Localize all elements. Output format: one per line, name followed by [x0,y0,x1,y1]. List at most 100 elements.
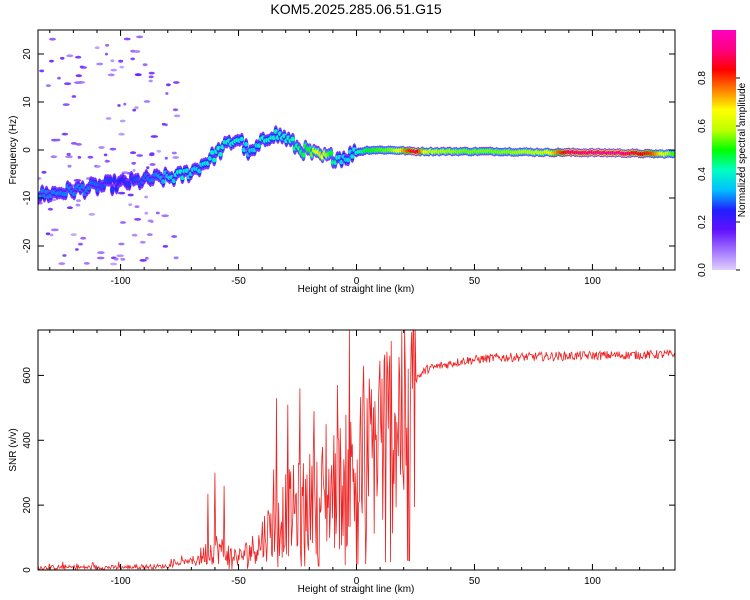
spectrogram-noise-cell [105,43,110,47]
spectrogram-noise-cell [75,55,82,59]
spectrogram-xlabel: Height of straight line (km) [298,284,415,295]
colorbar-tick-label: 0.0 [697,263,708,277]
spectrogram-noise-cell [58,262,66,265]
spectrogram-noise-cell [120,257,126,261]
spectrogram-noise-cell [136,154,144,157]
spectrogram-noise-cell [145,256,149,260]
spectrogram-noise-cell [117,191,126,195]
spectrogram-noise-cell [38,177,42,180]
colorbar: 0.0 0.2 0.4 0.6 0.8 Normalized spectral ampl… [697,30,748,277]
y-tick-label: 600 [22,367,33,384]
spectrogram-noise-cell [62,254,67,257]
spectrogram-noise-cell [173,114,181,118]
x-tick-label: 0 [354,576,360,587]
spectrogram-noise-cell [148,79,153,83]
y-tick-label: 20 [22,48,33,60]
spectrogram-noise-cell [172,108,179,112]
spectrogram-noise-cell [117,104,121,107]
y-tick-label: 200 [22,496,33,513]
spectrogram-noise-cell [146,166,150,170]
spectrogram-noise-cell [66,206,73,210]
spectrogram-ridge-cell [328,150,334,156]
spectrogram-ridge-cell [670,151,675,157]
spectrogram-noise-cell [96,256,105,260]
spectrogram-noise-cell [88,213,96,216]
spectrogram-noise-cell [173,81,180,84]
spectrogram-noise-cell [70,233,77,237]
chart-title: KOM5.2025.285.06.51.G15 [270,1,441,17]
spectrogram-noise-cell [164,156,168,160]
spectrogram-noise-cell [65,155,73,159]
spectrogram-noise-cell [119,65,124,69]
spectrogram-noise-cell [114,257,119,261]
x-tick-label: -100 [111,576,131,587]
snr-xlabel: Height of straight line (km) [298,584,415,595]
x-tick-label: 100 [584,576,601,587]
spectrogram-noise-cell [130,57,135,61]
spectrogram-noise-cell [63,82,72,86]
spectrogram-noise-cell [143,100,151,103]
spectrogram-noise-cell [142,63,148,67]
spectrogram-noise-cell [110,68,118,72]
spectrogram-noise-cell [144,211,149,215]
y-tick-label: -20 [22,238,33,253]
spectrogram-ridge-cell [301,152,306,158]
spectrogram-noise-cell [149,163,156,166]
spectrogram-noise-cell [66,54,74,58]
spectrogram-noise-cell [139,259,147,262]
spectrogram-noise-cell [173,256,179,260]
spectrogram-ridge-cell [290,136,295,142]
colorbar-tick-label: 0.4 [697,167,708,181]
colorbar-ticks: 0.0 0.2 0.4 0.6 0.8 [697,71,740,277]
spectrogram-noise-cell [155,211,160,215]
spectrogram-noise-cell [118,59,124,63]
spectrogram-noise-cell [172,156,180,159]
spectrogram-noise-cell [49,37,56,41]
spectrogram-noise-cell [161,122,166,126]
spectrogram-ridge-cell [239,136,244,142]
spectrogram-noise-cell [148,75,154,79]
spectrogram-noise-cell [150,220,154,224]
colorbar-strip [712,30,736,270]
x-tick-label: 50 [469,276,481,287]
spectrogram-noise-cell [87,155,94,159]
spectrogram-noise-cell [166,83,171,87]
spectrogram-noise-cell [150,135,159,138]
spectrogram-noise-cell [75,203,79,207]
spectrogram-ridge-cell [209,150,215,155]
spectrogram-noise-cell [75,143,82,146]
spectrogram-noise-cell [131,233,138,237]
snr-ticks: -100 -50 0 50 100 0 200 400 600 [22,330,675,587]
spectrogram-noise-cell [41,170,47,174]
spectrogram-noise-cell [45,84,52,87]
spectrogram-noise-cell [80,66,88,69]
spectrogram-noise-cell [62,103,70,106]
spectrogram-noise-cell [123,37,131,41]
spectrogram-noise-cell [57,76,61,80]
spectrogram-noise-cell [96,165,100,169]
spectrogram-noise-cell [105,117,112,120]
spectrogram-ridge-cell [350,154,355,159]
spectrogram-noise-cell [171,235,178,238]
colorbar-tick-label: 0.2 [697,215,708,229]
spectrogram-noise-cell [67,164,72,168]
spectrogram-noise-cell [146,233,153,237]
spectrogram-noise-cell [110,59,115,63]
spectrogram-noise-cell [134,106,139,110]
spectrogram-noise-cell [107,73,115,77]
spectrogram-noise-cell [149,152,155,156]
spectrogram-ridge-cell [127,182,132,188]
spectrogram-ridge-cell [108,178,113,183]
spectrogram-noise-cell [128,203,133,207]
spectrogram-noise-cell [104,52,109,56]
spectrogram-ridge-cell [161,179,166,185]
spectrogram-noise-cell [77,81,86,84]
spectrogram-noise-cell [78,242,83,246]
spectrogram-noise-cell [133,50,141,53]
spectrogram-noise-cell [76,199,81,203]
spectrogram-noise-cell [136,35,144,39]
spectrogram-ridge-cell [110,187,115,193]
spectrogram-noise-cell [144,195,149,199]
spectrogram-ridge-cell [80,184,85,189]
x-tick-label: -50 [231,276,246,287]
